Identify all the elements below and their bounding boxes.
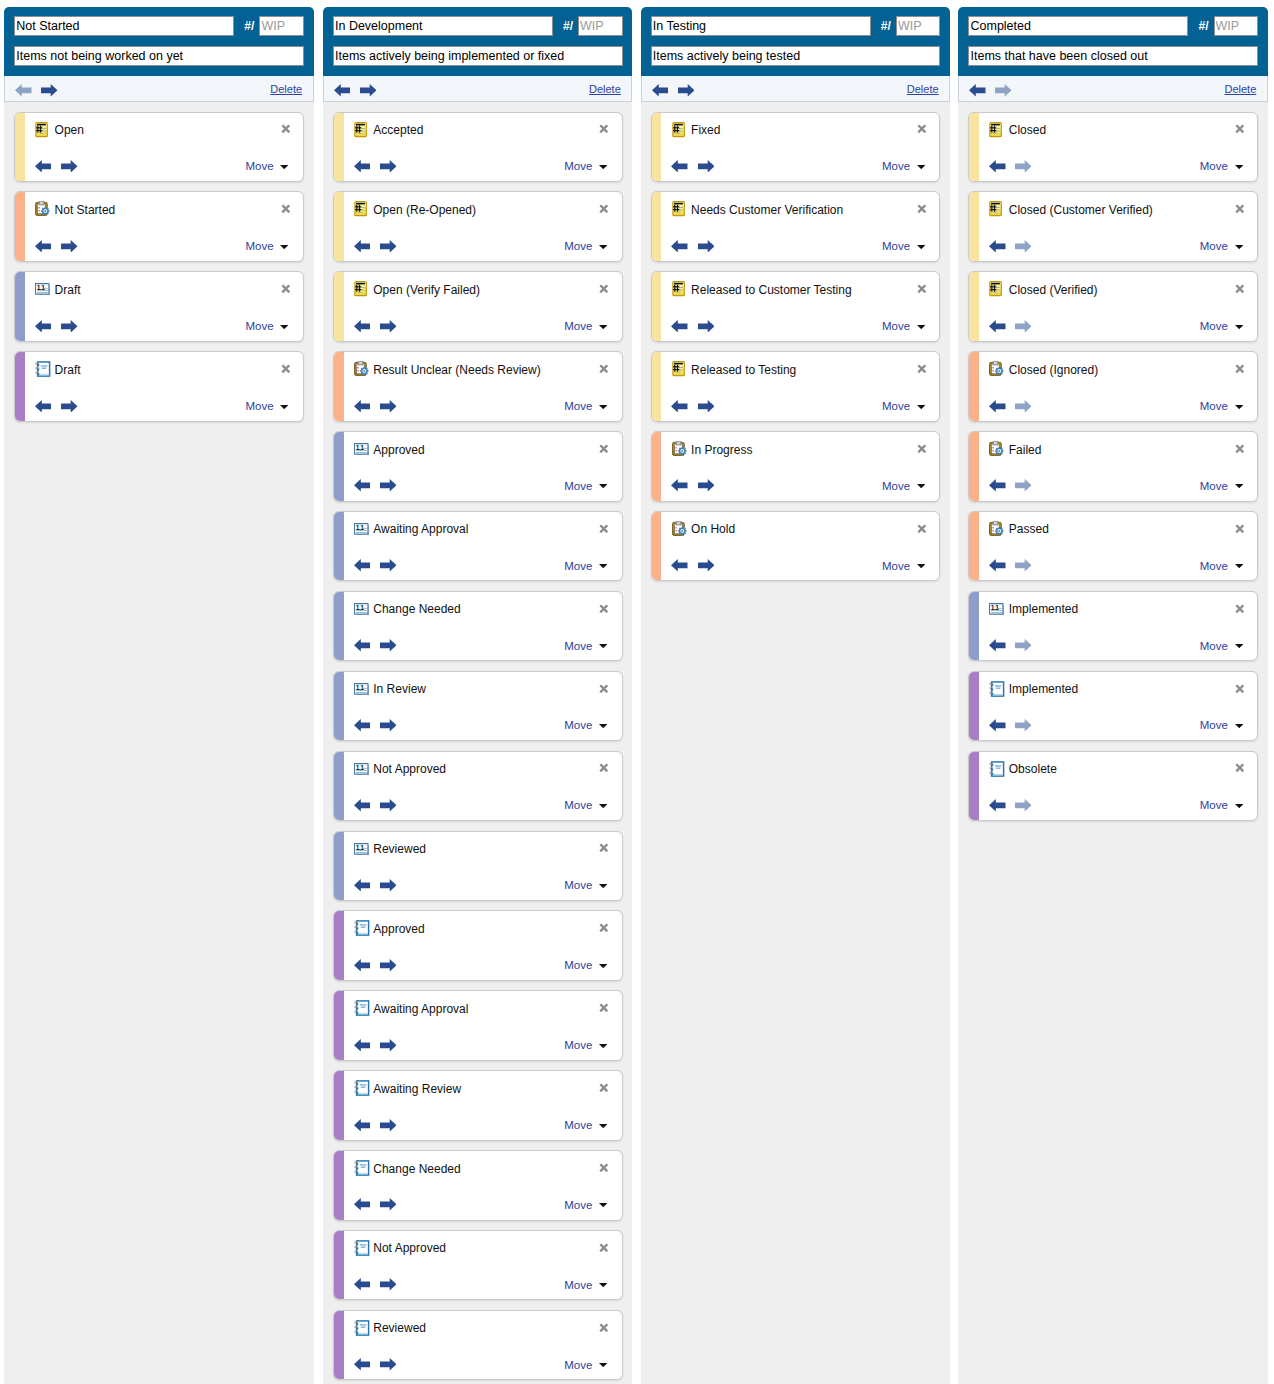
- svg-text:1.1: 1.1: [356, 524, 365, 531]
- svg-text:1.1: 1.1: [356, 604, 365, 611]
- svg-text:1.1: 1.1: [356, 764, 365, 771]
- svg-text:1.1: 1.1: [991, 604, 1000, 611]
- svg-text:1.1: 1.1: [356, 684, 365, 691]
- svg-text:1.1: 1.1: [356, 444, 365, 451]
- svg-text:1.1: 1.1: [356, 843, 365, 850]
- svg-text:1.1: 1.1: [37, 284, 46, 291]
